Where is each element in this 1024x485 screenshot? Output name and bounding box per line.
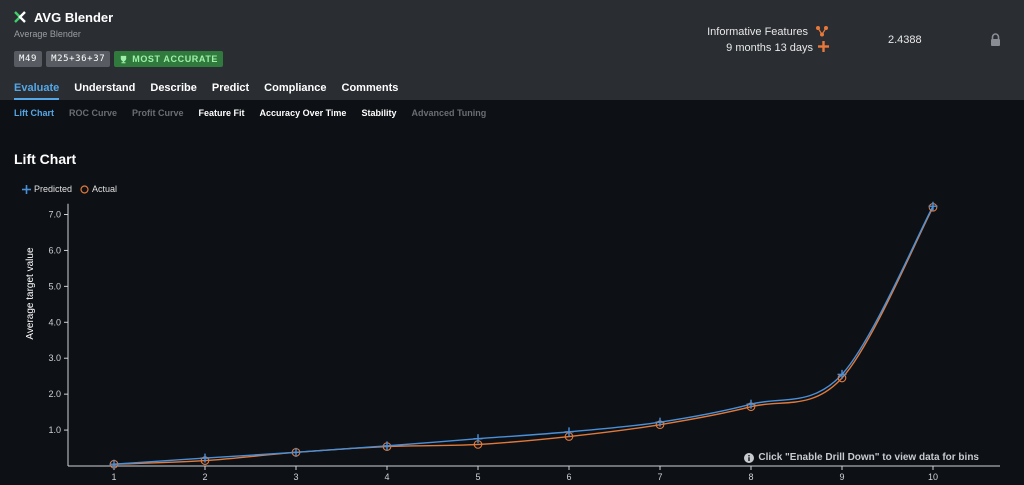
x-tick-label: 7 xyxy=(657,472,662,482)
x-tick-label: 5 xyxy=(475,472,480,482)
y-tick-label: 6.0 xyxy=(48,245,61,255)
model-score: 2.4388 xyxy=(888,34,922,46)
x-tick-label: 6 xyxy=(566,472,571,482)
y-tick-label: 3.0 xyxy=(48,353,61,363)
chart-title: Lift Chart xyxy=(14,151,77,167)
predicted-point xyxy=(382,441,392,451)
subtab-advanced-tuning[interactable]: Advanced Tuning xyxy=(411,108,487,118)
main-tabs: Evaluate Understand Describe Predict Com… xyxy=(14,83,398,100)
info-icon xyxy=(744,452,755,463)
legend-item-actual[interactable]: Actual xyxy=(80,184,117,194)
x-tick-label: 9 xyxy=(839,472,844,482)
y-tick-label: 1.0 xyxy=(48,425,61,435)
legend-label-actual: Actual xyxy=(92,184,118,194)
tabs-bar xyxy=(0,83,1024,100)
y-tick-label: 5.0 xyxy=(48,281,61,291)
tab-predict[interactable]: Predict xyxy=(211,82,250,94)
blender-logo-icon xyxy=(14,11,26,23)
circle-marker-icon xyxy=(80,184,89,194)
predicted-point xyxy=(655,417,665,427)
subtab-stability[interactable]: Stability xyxy=(361,108,397,118)
predicted-point xyxy=(200,453,210,463)
x-tick-label: 4 xyxy=(384,472,389,482)
predicted-point xyxy=(291,447,301,457)
legend-item-predicted[interactable]: Predicted xyxy=(22,184,72,194)
y-tick-label: 7.0 xyxy=(48,210,61,220)
tab-evaluate[interactable]: Evaluate xyxy=(14,83,60,100)
model-title: AVG Blender xyxy=(34,10,114,25)
model-age-text: 9 months 13 days xyxy=(726,42,813,54)
x-tick-label: 10 xyxy=(928,472,938,482)
legend-label-predicted: Predicted xyxy=(34,184,73,194)
x-tick-label: 1 xyxy=(111,472,116,482)
subtab-roc-curve[interactable]: ROC Curve xyxy=(69,108,118,118)
x-tick-label: 3 xyxy=(293,472,298,482)
predicted-point xyxy=(473,434,483,444)
y-tick-label: 2.0 xyxy=(48,389,61,399)
model-subtitle: Average Blender xyxy=(14,29,81,39)
predicted-point xyxy=(837,369,847,379)
x-tick-label: 2 xyxy=(202,472,207,482)
plus-marker-icon xyxy=(22,184,31,194)
model-tag-id: M49 xyxy=(14,51,43,67)
model-tag-blend: M25+36+37 xyxy=(46,51,111,67)
tab-comments[interactable]: Comments xyxy=(341,82,399,94)
subtab-accuracy-over-time[interactable]: Accuracy Over Time xyxy=(259,108,347,118)
y-axis-label: Average target value xyxy=(25,247,36,340)
add-icon[interactable] xyxy=(818,41,829,52)
chart-legend: Predicted Actual xyxy=(22,184,117,194)
lock-icon[interactable] xyxy=(989,33,1002,46)
x-tick-label: 8 xyxy=(748,472,753,482)
subtab-feature-fit[interactable]: Feature Fit xyxy=(198,108,245,118)
predicted-point xyxy=(746,399,756,409)
model-header xyxy=(0,0,1024,83)
y-tick-label: 4.0 xyxy=(48,317,61,327)
drill-down-hint: Click "Enable Drill Down" to view data f… xyxy=(744,452,979,463)
feature-list-icon[interactable] xyxy=(815,25,829,37)
informative-features-link[interactable]: Informative Features xyxy=(707,26,808,38)
actual-series-line xyxy=(113,206,934,465)
predicted-point xyxy=(564,427,574,437)
drill-down-hint-text: Click "Enable Drill Down" to view data f… xyxy=(758,452,979,463)
evaluate-subtabs: Lift Chart ROC Curve Profit Curve Featur… xyxy=(14,108,486,118)
predicted-point xyxy=(109,459,119,469)
lift-chart-plot: 1.0 2.0 3.0 4.0 5.0 6.0 7.0 1 2 3 4 5 6 7 8 9 10 Average … xyxy=(25,201,1000,482)
most-accurate-badge: MOST ACCURATE xyxy=(114,51,224,67)
most-accurate-label: MOST ACCURATE xyxy=(132,54,219,64)
model-tags: M49 M25+36+37 MOST ACCURATE xyxy=(14,51,224,67)
trophy-icon xyxy=(121,55,127,63)
subtab-profit-curve[interactable]: Profit Curve xyxy=(132,108,184,118)
tab-describe[interactable]: Describe xyxy=(150,82,197,94)
subtab-lift-chart[interactable]: Lift Chart xyxy=(14,108,54,118)
tab-compliance[interactable]: Compliance xyxy=(264,82,327,94)
predicted-point xyxy=(928,201,938,211)
tab-understand[interactable]: Understand xyxy=(74,82,136,94)
predicted-series-line xyxy=(113,205,934,465)
